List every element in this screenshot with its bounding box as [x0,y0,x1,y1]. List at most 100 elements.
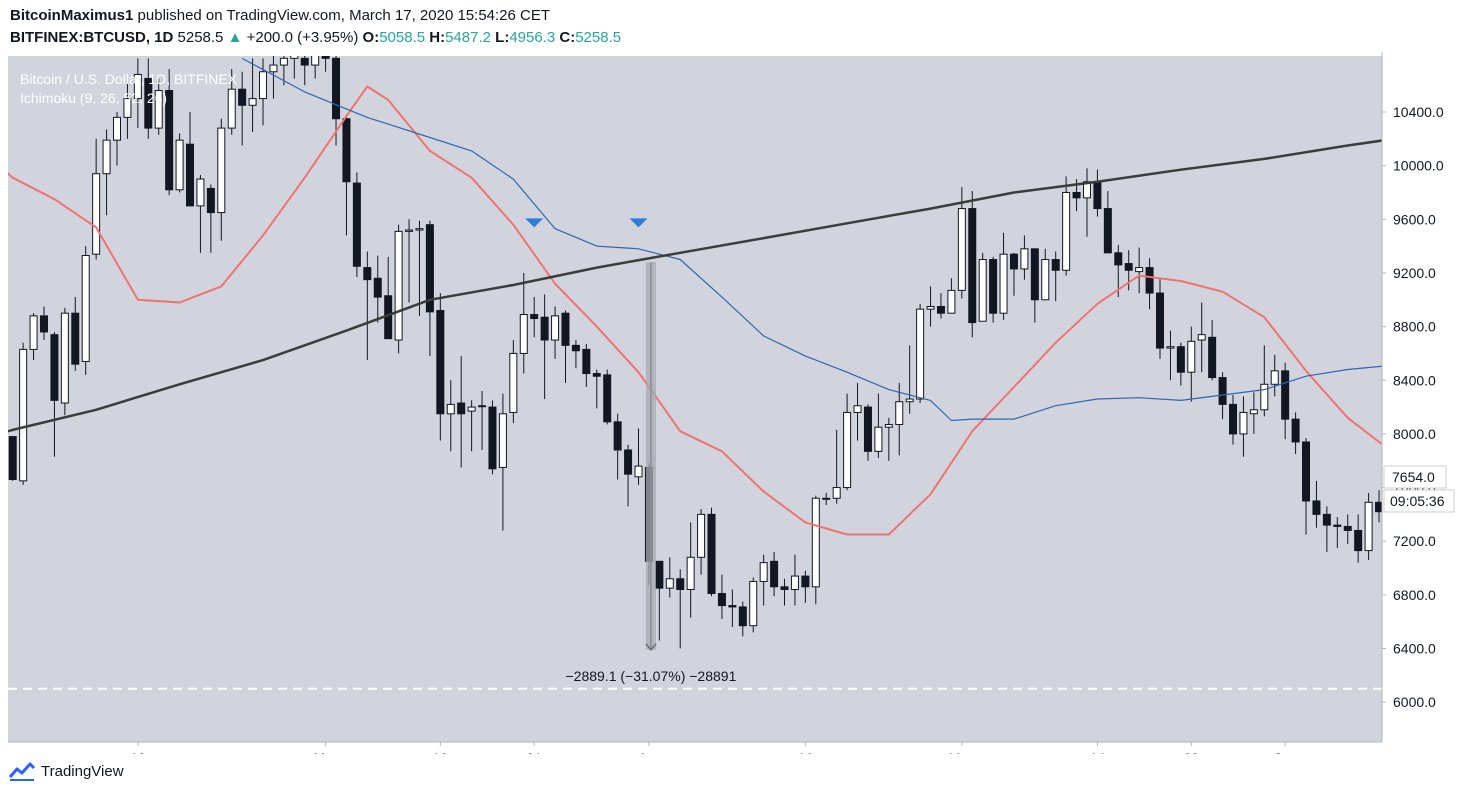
candle-body-down [780,586,789,590]
candle [509,340,518,424]
candle-body-down [8,436,17,481]
candle-body-up [113,116,121,141]
price-chart[interactable]: −2889.1 (−31.07%) −28891 Bitcoin / U.S. … [0,52,1472,766]
candle [227,69,236,135]
candle [1187,326,1196,402]
candle-body-up [957,208,966,291]
candle [467,400,476,452]
measure-tool: −2889.1 (−31.07%) −28891 [565,262,737,684]
legend-indicator: Ichimoku (9, 26, 52, 26) [20,90,167,106]
chart-area[interactable]: −2889.1 (−31.07%) −28891 Bitcoin / U.S. … [0,52,1472,766]
candle [540,294,549,400]
candle [863,404,872,461]
candle-body-up [92,173,101,255]
candle-body-up [259,71,268,100]
time-tick-label: 23 [1184,750,1200,754]
candle [832,429,841,504]
footer[interactable]: TradingView [8,760,124,782]
time-tick-label: 21 [526,750,542,754]
candle-body-up [832,487,841,499]
candle [8,436,17,481]
candle [551,306,560,359]
close-label: C: [559,29,576,46]
candle-body-up [853,405,862,413]
candle [457,356,466,468]
candle [1239,396,1248,457]
candle [1322,506,1331,552]
candle-body-down [676,578,685,590]
candle [342,114,351,236]
price-tick-label: 9200.0 [1393,265,1436,281]
candle-body-down [144,77,153,129]
price-axis-background [1382,52,1472,754]
candle-body-up [133,73,142,100]
candle [905,345,914,414]
candle [676,569,685,649]
candle-body-down [1375,501,1382,513]
time-tick-label: Mar [314,750,338,754]
candle-body-down [50,334,59,401]
candle-body-down [1072,191,1081,199]
candle-body-down [1218,377,1227,405]
candle-body-down [1322,513,1331,526]
up-arrow-icon: ▲ [227,29,243,46]
candle-body-down [613,421,622,451]
candle-body-down [582,348,591,375]
candle [624,444,633,507]
candle-body-up [999,253,1008,314]
candle [1333,517,1342,548]
candle [113,112,121,166]
time-tick-label: 12 [130,750,146,754]
candle [1270,354,1279,397]
candle [19,342,28,485]
base-line [241,57,1382,422]
candle [1030,248,1039,323]
candle-body-down [363,267,372,281]
candle [394,224,403,354]
candle-body-down [561,312,570,346]
candle-body-down [39,315,48,333]
candle-body-up [1249,409,1258,415]
brand-name[interactable]: TradingView [41,762,124,780]
candle [92,138,101,260]
candle [989,256,998,323]
candle-body-up [405,229,414,232]
candle [665,557,674,598]
candle [373,255,382,323]
candle-body-up [1166,346,1175,349]
candle-body-up [843,411,852,489]
candle [634,428,643,485]
candle [498,393,507,531]
publish-info: BitcoinMaximus1 published on TradingView… [10,7,550,24]
candle [415,220,424,316]
candle-body-up [790,575,799,590]
candle [488,400,497,475]
candle [790,554,799,606]
candle-body-down [801,575,810,588]
candle [405,219,414,303]
candle [874,393,883,459]
candle [717,574,726,619]
candle [352,172,361,277]
candle-body-up [467,406,476,412]
measure-label: −2889.1 (−31.07%) −28891 [565,668,736,684]
time-axis[interactable]: 12 Mar 12 21 Apr 16 May 14 23 Jun [0,741,1382,766]
candle-body-up [665,578,674,589]
time-axis-background [0,742,1382,754]
candle-body-down [1208,336,1217,379]
price-tick-label: 6400.0 [1393,641,1436,657]
candle-body-up [311,56,320,66]
price-tick-label: 10000.0 [1393,158,1444,174]
candle-body-up [1020,248,1029,270]
candle [1354,514,1363,563]
candle [248,58,257,133]
candle-body-down [1302,441,1311,502]
candle-body-down [530,314,539,320]
price-tick-label: 9600.0 [1393,211,1436,227]
price-tick-label: 7200.0 [1393,533,1436,549]
candle-body-up [759,562,768,582]
price-axis[interactable]: 10400.0 10000.0 9600.0 9200.0 8800.0 8400.0 80… [1381,52,1472,754]
high-value: 5487.2 [445,29,491,46]
candle-body-up [498,413,507,468]
candle [936,293,945,319]
